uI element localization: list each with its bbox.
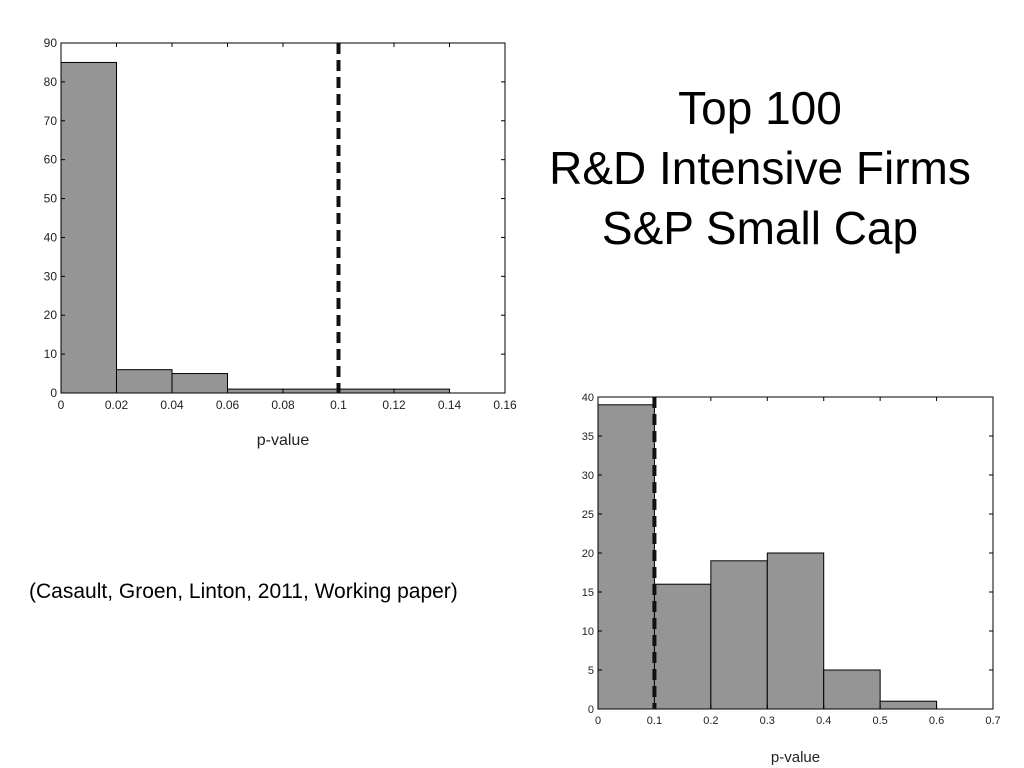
x-tick-label: 0.6 xyxy=(929,715,944,727)
y-tick-label: 70 xyxy=(44,114,58,128)
y-tick-label: 20 xyxy=(582,548,594,560)
x-tick-label: 0.06 xyxy=(216,398,240,412)
y-tick-label: 10 xyxy=(44,347,58,361)
y-tick-label: 30 xyxy=(44,269,58,283)
x-tick-label: 0.2 xyxy=(703,715,718,727)
x-tick-label: 0.16 xyxy=(493,398,517,412)
y-tick-label: 5 xyxy=(588,665,594,677)
title-line-2: R&D Intensive Firms xyxy=(549,142,971,194)
x-tick-label: 0.3 xyxy=(760,715,775,727)
x-tick-label: 0.02 xyxy=(105,398,129,412)
x-tick-label: 0.1 xyxy=(647,715,662,727)
y-tick-label: 90 xyxy=(44,36,58,50)
y-tick-label: 40 xyxy=(44,230,58,244)
y-tick-label: 35 xyxy=(582,431,594,443)
citation: (Casault, Groen, Linton, 2011, Working p… xyxy=(29,580,458,603)
x-tick-label: 0 xyxy=(58,398,65,412)
x-tick-label: 0.1 xyxy=(330,398,347,412)
y-tick-label: 60 xyxy=(44,153,58,167)
x-tick-label: 0.5 xyxy=(872,715,887,727)
y-tick-label: 40 xyxy=(582,392,594,404)
y-tick-label: 0 xyxy=(588,704,594,716)
x-tick-label: 0 xyxy=(595,715,601,727)
x-tick-label: 0.04 xyxy=(160,398,184,412)
y-tick-label: 0 xyxy=(50,386,57,400)
histogram-bar xyxy=(597,404,655,710)
x-axis-label: p-value xyxy=(771,749,820,766)
y-tick-label: 20 xyxy=(44,308,58,322)
x-tick-label: 0.14 xyxy=(438,398,462,412)
x-tick-label: 0.4 xyxy=(816,715,831,727)
histogram-bar xyxy=(823,669,881,710)
y-tick-label: 25 xyxy=(582,509,594,521)
x-tick-label: 0.7 xyxy=(985,715,1000,727)
y-tick-label: 50 xyxy=(44,192,58,206)
title-line-3: S&P Small Cap xyxy=(601,202,919,254)
x-tick-label: 0.12 xyxy=(382,398,406,412)
slide-title: Top 100 R&D Intensive Firms S&P Small Ca… xyxy=(520,78,1000,258)
y-tick-label: 15 xyxy=(582,587,594,599)
histogram-bar xyxy=(766,552,825,710)
histogram-bar xyxy=(879,700,938,710)
x-axis-label: p-value xyxy=(257,432,310,449)
y-tick-label: 80 xyxy=(44,75,58,89)
y-tick-label: 10 xyxy=(582,626,594,638)
title-line-1: Top 100 xyxy=(678,82,842,134)
x-tick-label: 0.08 xyxy=(271,398,295,412)
histogram-bar xyxy=(710,560,768,710)
histogram-bar xyxy=(653,583,712,710)
y-tick-label: 30 xyxy=(582,470,594,482)
